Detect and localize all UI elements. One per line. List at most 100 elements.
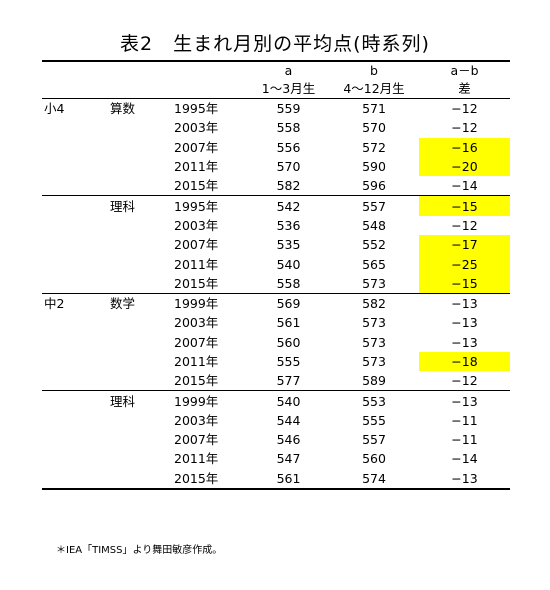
table-row: 小4 算数 1995年 559 571 −12	[42, 99, 510, 119]
score-b-cell: 557	[362, 432, 386, 448]
header-blank	[172, 80, 248, 99]
score-b-cell: 589	[362, 373, 386, 389]
table-row: 2003年 544 555 −11	[42, 411, 510, 430]
score-a-cell: 555	[276, 354, 301, 369]
diff-cell: −11	[451, 412, 478, 428]
subject-cell: 理科	[108, 195, 172, 216]
score-table: a b a－b 1～3月生 4～12月生 差 小4 算数 1995年 559 571 −1…	[42, 60, 510, 490]
score-b-cell: 590	[362, 159, 386, 175]
score-a-cell: 561	[276, 315, 301, 331]
score-a-cell: 540	[276, 256, 301, 272]
score-b-cell: 573	[362, 334, 386, 350]
grade-cell	[42, 411, 108, 430]
table-row: 2007年 535 552 −17	[42, 235, 510, 255]
grade-cell	[42, 216, 108, 235]
grade-cell	[42, 274, 108, 294]
year-cell: 2011年	[174, 159, 219, 175]
grade-cell	[42, 352, 108, 371]
score-b-cell: 557	[329, 195, 419, 216]
table-row: 2015年 582 596 −14	[42, 176, 510, 196]
header-b-top: b	[329, 60, 419, 80]
score-a-cell: 559	[276, 101, 301, 117]
score-a-cell: 540	[248, 390, 329, 411]
subject-cell	[108, 157, 172, 176]
score-b-cell: 573	[362, 275, 386, 291]
score-b-cell: 565	[362, 256, 386, 272]
year-cell: 2007年	[174, 334, 219, 350]
year-cell: 2003年	[174, 315, 219, 331]
score-b-cell: 572	[362, 139, 386, 155]
score-b-cell: 552	[362, 237, 386, 253]
score-a-cell: 558	[276, 120, 301, 136]
grade-cell	[42, 371, 108, 391]
table-row: 2011年 540 565 −25	[42, 254, 510, 274]
year-cell: 2011年	[174, 451, 219, 467]
subject-cell	[108, 352, 172, 371]
subject-cell	[108, 371, 172, 391]
header-blank	[108, 80, 172, 99]
diff-cell: −12	[451, 373, 478, 389]
table-row: 2003年 536 548 −12	[42, 216, 510, 235]
header-b-bottom: 4～12月生	[329, 80, 419, 99]
grade-cell	[42, 118, 108, 137]
score-b-cell: 548	[362, 217, 386, 233]
table-row: 理科 1995年 542 557 −15	[42, 195, 510, 216]
header-row-top: a b a－b	[42, 60, 510, 80]
year-cell: 2007年	[174, 432, 219, 448]
diff-cell: −12	[451, 120, 478, 136]
diff-cell: −13	[419, 390, 510, 411]
diff-cell: −20	[419, 156, 510, 177]
grade-cell	[42, 390, 108, 411]
table-row: 2015年 577 589 −12	[42, 371, 510, 391]
table-row: 2015年 558 573 −15	[42, 273, 510, 294]
subject-cell	[108, 274, 172, 294]
score-b-cell: 573	[362, 354, 386, 369]
subject-cell	[108, 468, 172, 490]
year-cell: 1995年	[174, 101, 219, 117]
grade-cell	[42, 468, 108, 490]
year-cell: 2003年	[174, 412, 219, 428]
diff-cell: −15	[419, 195, 510, 216]
grade-cell	[42, 313, 108, 332]
year-cell: 2011年	[174, 354, 219, 369]
grade-cell	[42, 138, 108, 157]
subject-cell	[108, 313, 172, 332]
grade-cell	[42, 430, 108, 449]
score-b-cell: 570	[362, 120, 386, 136]
diff-cell: −14	[451, 178, 478, 194]
grade-cell	[42, 333, 108, 352]
year-cell: 2015年	[174, 373, 219, 389]
table-row: 中2 数学 1999年 569 582 −13	[42, 292, 510, 314]
diff-cell: −13	[419, 292, 510, 314]
year-cell: 2015年	[172, 468, 248, 490]
subject-cell	[108, 449, 172, 468]
table-row: 理科 1999年 540 553 −13	[42, 390, 510, 411]
subject-cell: 数学	[108, 292, 172, 314]
grade-cell	[42, 254, 108, 273]
table-row: 2007年 546 557 −11	[42, 430, 510, 449]
table-row: 2011年 547 560 −14	[42, 449, 510, 468]
diff-cell: −13	[451, 334, 478, 350]
header-blank	[172, 60, 248, 80]
grade-cell	[42, 449, 108, 468]
score-a-cell: 577	[276, 373, 301, 389]
score-b-cell: 582	[329, 292, 419, 314]
score-b-cell: 596	[362, 178, 386, 194]
year-cell: 2011年	[174, 256, 219, 272]
table-body: a b a－b 1～3月生 4～12月生 差 小4 算数 1995年 559 571 −1…	[42, 60, 510, 490]
year-cell: 1999年	[172, 390, 248, 411]
score-b-cell: 560	[362, 451, 386, 467]
year-cell: 1995年	[172, 195, 248, 216]
score-a-cell: 546	[276, 432, 301, 448]
table-row: 2003年 561 573 −13	[42, 313, 510, 332]
header-diff-bottom: 差	[419, 80, 510, 99]
diff-cell: −25	[419, 254, 510, 274]
source-note: ＊IEA「TIMSS」より舞田敏彦作成。	[56, 545, 223, 556]
diff-cell: −12	[451, 101, 478, 117]
diff-cell: −13	[451, 315, 478, 331]
table-row: 2011年 555 573 −18	[42, 351, 510, 372]
year-cell: 2007年	[174, 139, 219, 155]
subject-cell: 算数	[110, 101, 136, 117]
header-diff-top: a－b	[419, 60, 510, 80]
diff-cell: −18	[419, 351, 510, 372]
